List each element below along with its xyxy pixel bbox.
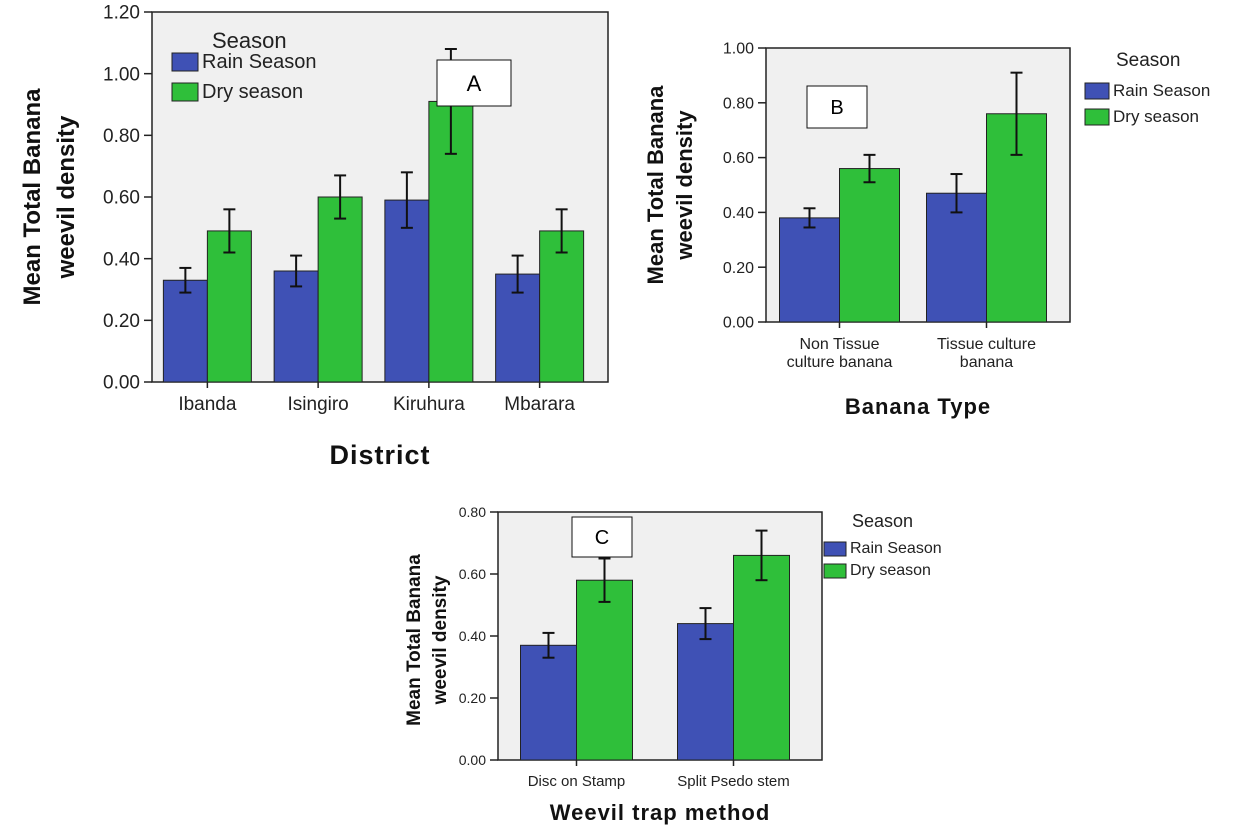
- legend-swatch-dry: [1084, 108, 1110, 126]
- legend-swatch-dry: [823, 563, 847, 579]
- x-tick-label: Disc on Stamp: [528, 773, 626, 790]
- legend-label: Rain Season: [850, 540, 942, 557]
- panel-label-box: [571, 516, 633, 558]
- x-tick-label: culture banana: [787, 354, 893, 371]
- panel-label-box: [806, 85, 868, 129]
- bar-dry: [317, 196, 363, 383]
- y-axis-title-line2: weevil density: [430, 575, 451, 705]
- x-tick-label: Ibanda: [178, 394, 237, 415]
- bar-dry: [539, 230, 585, 383]
- chart-panel-a: 0.00 0.20 0.40 0.60 0.80 1.00 1.20 Mean Total B…: [19, 3, 609, 470]
- bar-dry: [206, 230, 252, 383]
- y-tick-label: 1.00: [723, 41, 754, 58]
- legend-label: Rain Season: [1113, 81, 1210, 100]
- legend-swatch-rain: [823, 541, 847, 557]
- y-tick-label: 0.80: [103, 126, 140, 147]
- x-axis-title: Weevil trap method: [550, 800, 771, 825]
- legend-swatch-rain: [171, 52, 199, 72]
- bar-rain: [926, 192, 987, 323]
- y-tick-label: 0.20: [459, 690, 486, 706]
- y-tick-label: 1.00: [103, 64, 140, 85]
- y-tick-label: 0.20: [723, 260, 754, 277]
- y-tick-label: 0.60: [723, 150, 754, 167]
- y-tick-label: 0.00: [459, 752, 486, 768]
- x-tick-label: Non Tissue: [799, 336, 879, 353]
- bar-dry: [576, 579, 633, 761]
- legend-label: Dry season: [850, 562, 931, 579]
- bar-rain: [677, 623, 734, 761]
- y-tick-label: 0.40: [723, 205, 754, 222]
- y-axis-title-line2: weevil density: [672, 110, 697, 261]
- bar-dry: [839, 168, 900, 323]
- chart-panel-c: 0.00 0.20 0.40 0.60 0.80 Mean Total Banana wee…: [404, 504, 942, 825]
- bar-rain: [162, 279, 208, 383]
- bar-dry: [733, 554, 790, 761]
- x-tick-label: Isingiro: [288, 394, 349, 415]
- x-tick-label: Kiruhura: [393, 394, 465, 415]
- legend-swatch-rain: [1084, 82, 1110, 100]
- x-axis-title: District: [329, 440, 430, 470]
- x-tick-label: Tissue culture: [937, 336, 1036, 353]
- y-axis-title-line1: Mean Total Banana: [404, 554, 425, 726]
- y-tick-label: 0.60: [103, 188, 140, 209]
- x-tick-label: Mbarara: [504, 394, 575, 415]
- panel-label: C: [595, 527, 609, 549]
- x-axis-title: Banana Type: [845, 394, 991, 419]
- legend-swatch-dry: [171, 82, 199, 102]
- bar-rain: [520, 644, 577, 761]
- y-axis-title-line1: Mean Total Banana: [643, 85, 668, 285]
- y-tick-label: 0.40: [103, 249, 140, 270]
- bar-rain: [273, 270, 319, 383]
- y-tick-label: 0.60: [459, 566, 486, 582]
- legend-label: Dry season: [1113, 107, 1199, 126]
- legend-title: Season: [212, 28, 287, 53]
- legend-title: Season: [852, 511, 913, 531]
- panel-label: A: [467, 71, 482, 96]
- legend-label: Rain Season: [202, 51, 317, 73]
- y-axis-title-line2: weevil density: [53, 115, 80, 279]
- x-tick-label: banana: [960, 354, 1013, 371]
- panel-label-box: [436, 59, 512, 107]
- legend-label: Dry season: [202, 81, 303, 103]
- y-tick-label: 0.80: [723, 95, 754, 112]
- chart-panel-b: 0.00 0.20 0.40 0.60 0.80 1.00 Mean Total Banan…: [643, 41, 1210, 419]
- y-tick-label: 0.00: [723, 315, 754, 332]
- y-tick-label: 0.40: [459, 628, 486, 644]
- y-axis-title-line1: Mean Total Banana: [19, 88, 46, 306]
- y-tick-label: 1.20: [103, 3, 140, 24]
- bar-rain: [779, 217, 840, 323]
- x-tick-label: Split Psedo stem: [677, 773, 790, 790]
- y-tick-label: 0.20: [103, 311, 140, 332]
- panel-label: B: [830, 97, 843, 119]
- y-tick-label: 0.80: [459, 504, 486, 520]
- y-tick-label: 0.00: [103, 373, 140, 394]
- legend-title: Season: [1116, 50, 1180, 71]
